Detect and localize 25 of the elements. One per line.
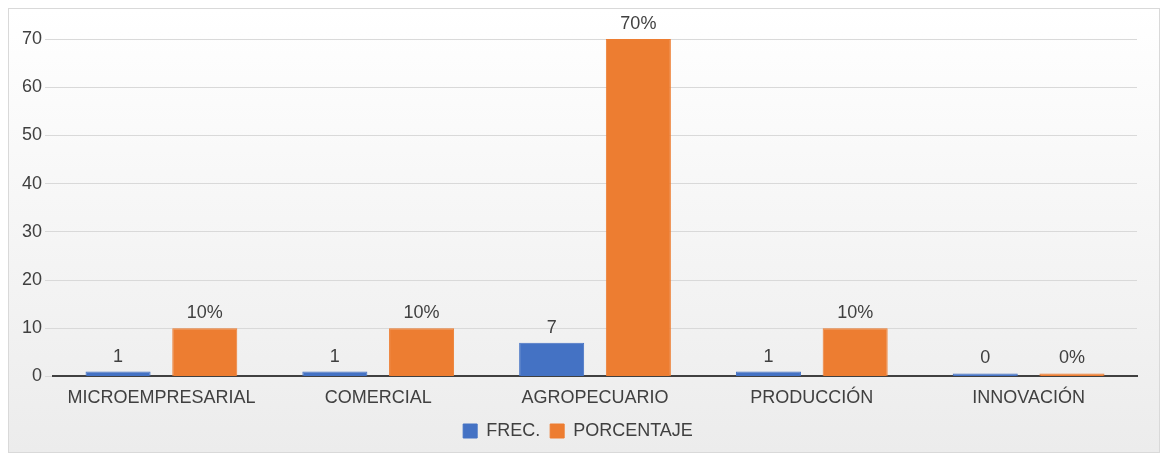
x-tick-label: AGROPECUARIO <box>521 387 669 408</box>
x-tick-label: INNOVACIÓN <box>972 386 1085 408</box>
y-tick-label: 30 <box>21 220 43 241</box>
legend-label: FREC. <box>486 419 541 440</box>
data-label: 1 <box>763 345 774 366</box>
data-label: 0% <box>1058 347 1085 368</box>
data-label: 10% <box>186 302 223 323</box>
data-label: 70% <box>620 12 657 33</box>
data-label: 1 <box>113 345 124 366</box>
y-tick-label: 40 <box>21 172 43 193</box>
x-tick-label: PRODUCCIÓN <box>750 386 874 408</box>
y-tick-label: 70 <box>21 27 43 48</box>
data-label: 7 <box>546 316 557 337</box>
data-label: 1 <box>329 345 340 366</box>
y-tick-label: 10 <box>21 317 43 338</box>
y-tick-label: 50 <box>21 124 43 145</box>
data-label: 10% <box>837 302 874 323</box>
data-label: 10% <box>403 302 440 323</box>
x-tick-label: COMERCIAL <box>324 387 432 408</box>
data-label: 0 <box>980 347 991 368</box>
y-tick-label: 0 <box>32 365 43 386</box>
x-tick-label: MICROEMPRESARIAL <box>67 387 256 408</box>
y-tick-label: 20 <box>21 268 43 289</box>
legend-label: PORCENTAJE <box>573 419 693 440</box>
y-tick-label: 60 <box>21 76 43 97</box>
